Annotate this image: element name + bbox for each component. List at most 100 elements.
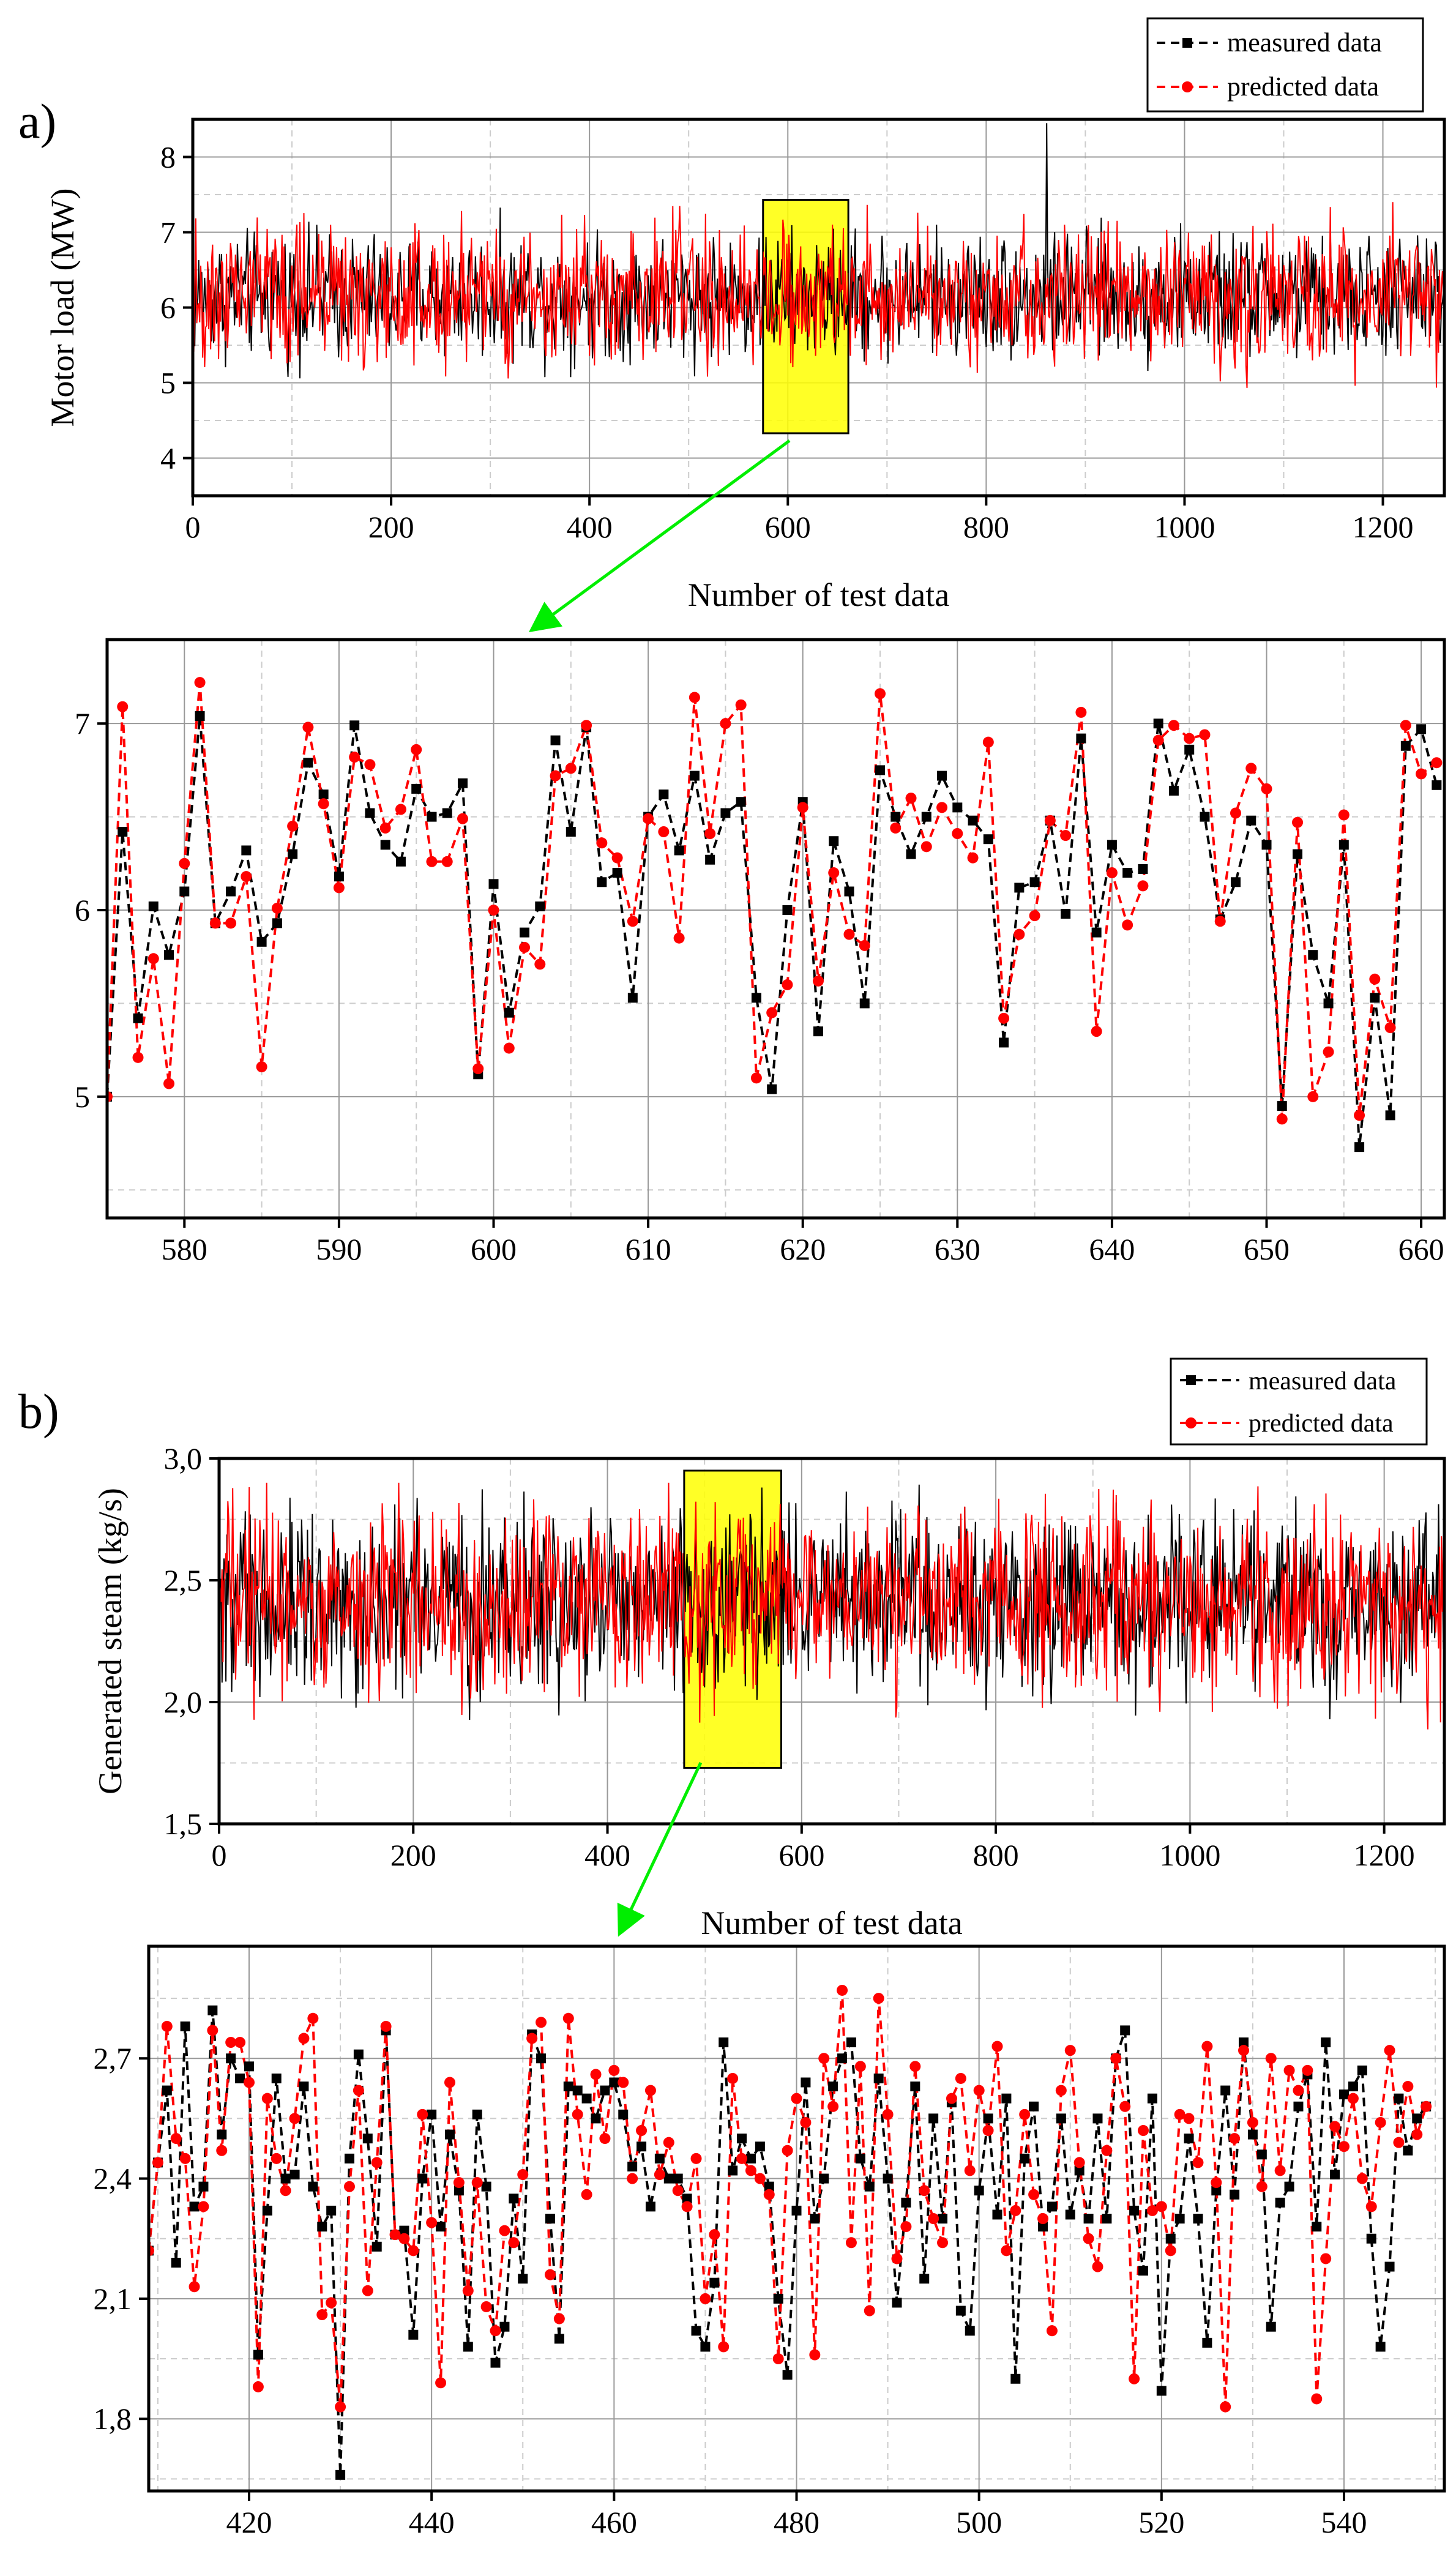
point-predicted [1083, 2233, 1094, 2244]
point-predicted [1174, 2108, 1185, 2120]
point-measured [362, 2134, 373, 2144]
x-tick-labels: 580 590 600 610 620 630 640 650 660 [162, 1218, 1444, 1266]
x-tick-label: 630 [935, 1232, 980, 1266]
point-predicted [508, 2237, 520, 2249]
point-predicted [1283, 2064, 1295, 2076]
point-measured [472, 2109, 482, 2119]
point-measured [755, 2141, 765, 2152]
point-measured [627, 2161, 638, 2171]
minor-grid [107, 640, 1444, 1218]
point-measured [1308, 950, 1318, 960]
y-tick-label: 8 [160, 140, 176, 174]
point-measured [1293, 2101, 1304, 2112]
point-measured [782, 2370, 793, 2380]
point-measured [1432, 780, 1442, 790]
point-predicted [1261, 783, 1272, 794]
point-measured [928, 2113, 939, 2124]
series-group [219, 1482, 1444, 1730]
point-predicted [1274, 2165, 1286, 2176]
point-predicted [928, 2213, 939, 2224]
point-predicted [745, 2165, 756, 2176]
point-predicted [700, 2293, 711, 2304]
point-measured [180, 2021, 190, 2031]
point-measured [745, 2153, 756, 2164]
y-tick-labels: 5 6 7 [75, 706, 107, 1114]
point-predicted [426, 856, 438, 867]
x-tick-label: 1200 [1354, 1838, 1415, 1872]
point-measured [1354, 1142, 1365, 1152]
point-predicted [536, 2017, 547, 2028]
point-measured [1092, 2113, 1103, 2124]
point-measured [965, 2326, 975, 2336]
y-tick-labels: 1,8 2,1 2,4 2,7 [94, 2041, 149, 2436]
point-predicted [117, 701, 129, 712]
point-measured [1120, 2025, 1130, 2036]
point-predicted [550, 770, 561, 782]
point-predicted [1060, 830, 1072, 842]
point-measured [1020, 2153, 1030, 2164]
point-predicted [1311, 2393, 1323, 2405]
x-tick-labels: 0 200 400 600 800 1000 1200 [212, 1824, 1415, 1872]
point-predicted [1416, 768, 1427, 780]
point-predicted [1055, 2085, 1067, 2096]
point-measured [600, 2085, 610, 2096]
point-predicted [1323, 1046, 1334, 1058]
point-predicted [179, 857, 190, 869]
point-measured [1122, 868, 1133, 878]
chart-steam-overview: 0 200 400 600 800 1000 1200 1,5 2,0 2,5 3,0 Number … [92, 1441, 1446, 1941]
point-measured [1239, 2037, 1249, 2048]
point-measured [901, 2197, 911, 2208]
point-predicted [1183, 2113, 1195, 2124]
y-tick-label: 2,0 [164, 1685, 203, 1719]
point-measured [1001, 2093, 1012, 2104]
point-predicted [643, 813, 654, 824]
point-predicted [371, 2157, 383, 2168]
point-measured [207, 2005, 218, 2015]
point-predicted [837, 1984, 848, 1996]
point-measured [751, 993, 761, 1003]
point-predicted [1421, 2100, 1432, 2112]
point-predicted [271, 2153, 282, 2164]
x-tick-label: 620 [780, 1232, 826, 1266]
point-predicted [1393, 2137, 1405, 2148]
point-measured [609, 2077, 619, 2088]
x-tick-label: 800 [973, 1838, 1019, 1872]
series-line-predicted [219, 1482, 1444, 1730]
point-measured [554, 2334, 564, 2344]
point-measured [955, 2306, 966, 2316]
point-measured [454, 2186, 464, 2196]
point-predicted [982, 2125, 994, 2137]
point-predicted [1064, 2045, 1076, 2056]
point-measured [1129, 2205, 1140, 2216]
point-predicted [1375, 2116, 1386, 2128]
point-predicted [163, 1078, 175, 1089]
point-predicted [772, 2353, 784, 2365]
point-measured [1412, 2113, 1422, 2124]
x-tick-label: 420 [226, 2505, 272, 2539]
point-measured [235, 2073, 245, 2083]
point-predicted [812, 975, 824, 987]
y-tick-label: 7 [160, 215, 176, 250]
point-measured [1256, 2149, 1267, 2160]
point-predicted [553, 2313, 565, 2324]
point-predicted [1292, 816, 1304, 828]
point-measured [645, 2201, 655, 2212]
point-predicted [435, 2377, 447, 2389]
y-tick-label: 6 [75, 893, 90, 927]
panel-a-tag: a) [18, 95, 56, 149]
point-predicted [763, 2189, 775, 2200]
point-measured [1416, 724, 1427, 734]
point-measured [682, 2194, 692, 2204]
point-measured [226, 2053, 236, 2064]
x-tick-label: 400 [567, 510, 613, 544]
x-tick-label: 200 [368, 510, 414, 544]
point-measured [1083, 2214, 1094, 2224]
point-predicted [618, 2077, 629, 2088]
point-predicted [1369, 973, 1381, 985]
point-predicted [1307, 1091, 1319, 1102]
point-measured [162, 2085, 172, 2096]
x-tick-label: 580 [162, 1232, 207, 1266]
point-measured [164, 950, 174, 960]
point-predicted [991, 2041, 1003, 2052]
